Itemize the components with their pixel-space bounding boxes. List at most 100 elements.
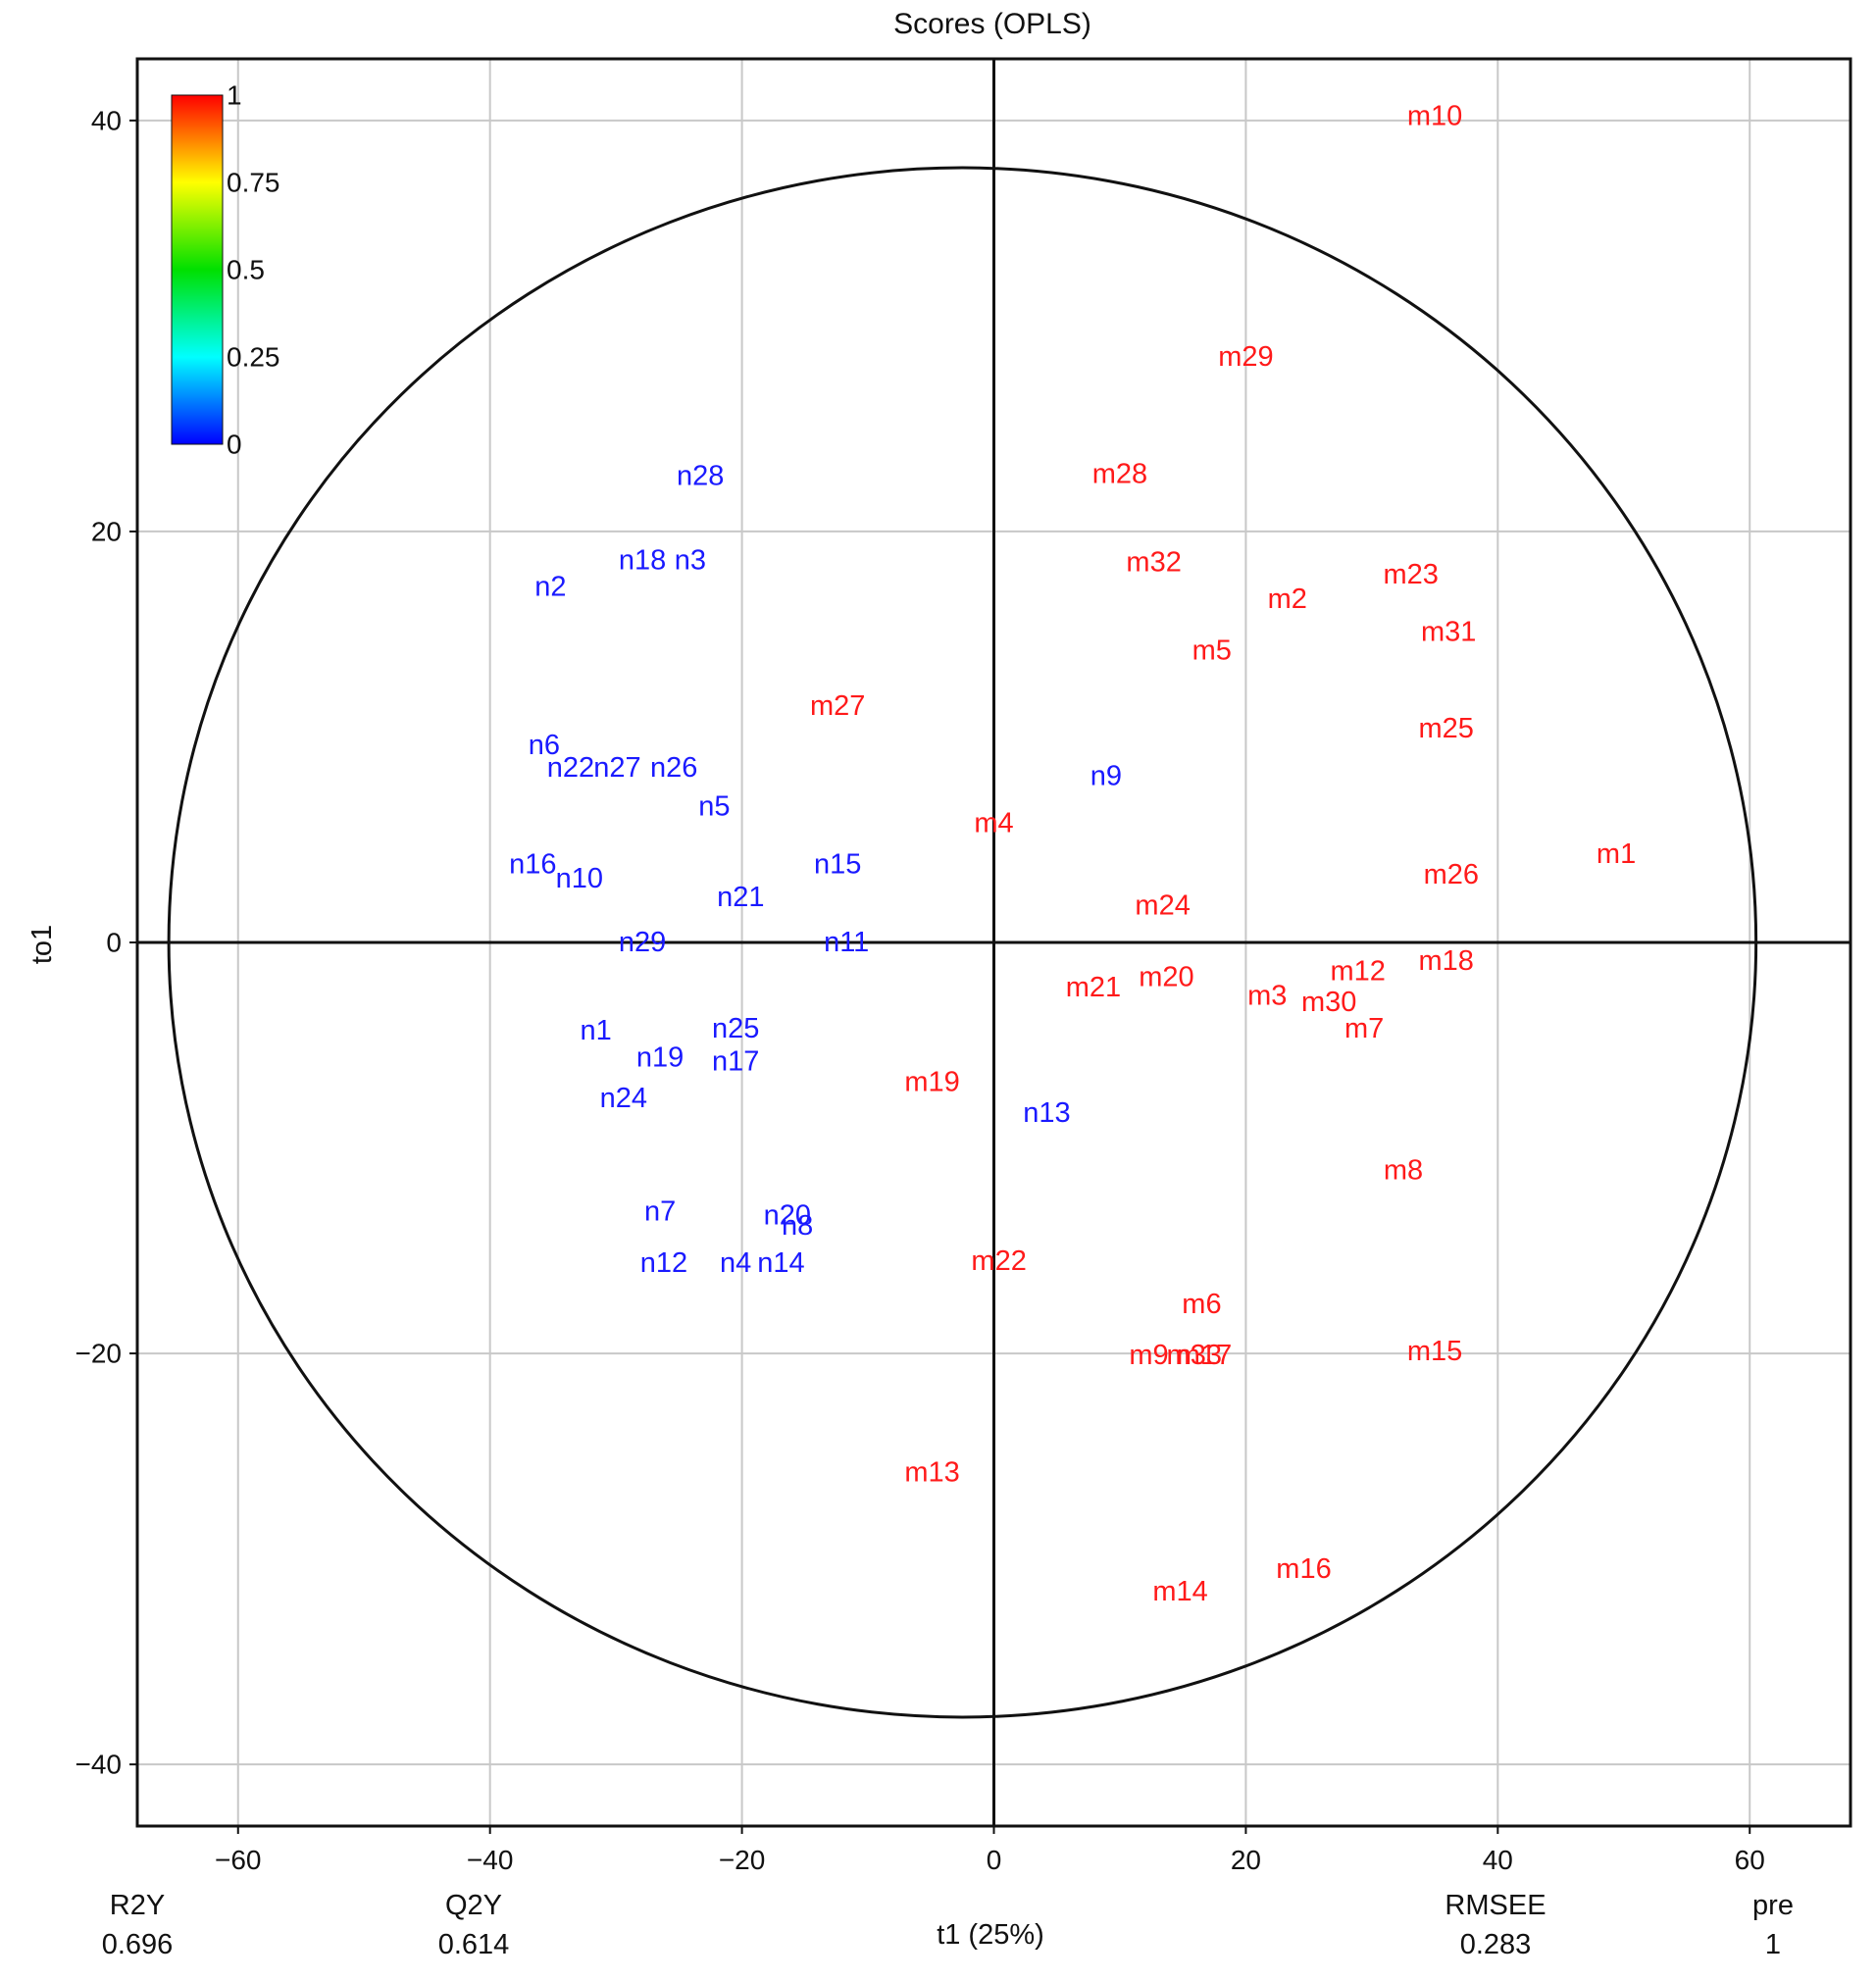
score-point-m21: m21 — [1066, 972, 1121, 1003]
score-point-n4: n4 — [720, 1247, 751, 1279]
stat-value: 0.283 — [1460, 1929, 1532, 1960]
score-point-m4: m4 — [974, 807, 1013, 838]
score-point-n7: n7 — [644, 1195, 676, 1227]
stat-name: pre — [1752, 1890, 1794, 1921]
colorbar-tick-label: 0 — [227, 430, 242, 460]
stat-name: RMSEE — [1445, 1890, 1546, 1921]
stat-value: 0.614 — [438, 1929, 510, 1960]
zero-lines — [137, 59, 1851, 1826]
score-point-n25: n25 — [712, 1013, 759, 1044]
y-tick-label: 20 — [91, 516, 122, 546]
y-axis-title: to1 — [26, 925, 58, 964]
score-point-m16: m16 — [1276, 1553, 1331, 1585]
score-point-n20: n20 — [764, 1200, 811, 1232]
colorbar-tick-label: 0.5 — [227, 255, 265, 285]
x-tick-label: 60 — [1735, 1845, 1765, 1875]
y-axis-ticks: −40 −20 0 20 40 — [76, 105, 137, 1780]
x-axis-title: t1 (25%) — [937, 1919, 1044, 1951]
score-point-n8: n8 — [782, 1210, 813, 1242]
score-point-n21: n21 — [717, 882, 764, 913]
score-point-m24: m24 — [1135, 889, 1190, 921]
score-point-n18: n18 — [619, 544, 666, 576]
score-point-n11: n11 — [824, 927, 869, 958]
score-point-m27: m27 — [810, 690, 865, 722]
score-point-m9: m9 — [1129, 1340, 1168, 1371]
score-point-n17: n17 — [712, 1046, 759, 1078]
score-point-m25: m25 — [1418, 713, 1473, 744]
stat-name: Q2Y — [445, 1890, 502, 1921]
score-point-n15: n15 — [814, 848, 861, 880]
score-point-m30: m30 — [1301, 987, 1356, 1018]
colorbar-labels: 1 0.75 0.5 0.25 0 — [227, 80, 280, 460]
score-point-n22: n22 — [547, 752, 594, 784]
y-tick-label: −40 — [76, 1750, 123, 1780]
stat-value: 0.696 — [102, 1929, 174, 1960]
score-point-n13: n13 — [1023, 1097, 1070, 1129]
score-point-m32: m32 — [1126, 546, 1181, 578]
score-point-n3: n3 — [675, 544, 706, 576]
score-point-n24: n24 — [600, 1083, 647, 1114]
x-tick-label: −60 — [215, 1845, 262, 1875]
score-point-m29: m29 — [1218, 341, 1273, 373]
score-point-m3: m3 — [1247, 980, 1287, 1011]
score-point-m31: m31 — [1421, 617, 1476, 648]
score-point-m2: m2 — [1268, 584, 1307, 615]
score-point-n2: n2 — [534, 572, 566, 603]
score-point-m19: m19 — [904, 1066, 959, 1097]
score-point-n29: n29 — [619, 927, 666, 958]
score-point-m17: m17 — [1177, 1340, 1232, 1371]
score-point-m8: m8 — [1384, 1155, 1423, 1187]
score-point-m10: m10 — [1407, 101, 1462, 132]
x-tick-label: 20 — [1231, 1845, 1261, 1875]
score-point-m20: m20 — [1139, 962, 1193, 993]
score-point-m6: m6 — [1182, 1289, 1221, 1320]
score-point-n5: n5 — [698, 791, 730, 823]
x-axis-ticks: −60 −40 −20 0 20 40 60 — [215, 1826, 1765, 1875]
x-tick-label: −20 — [719, 1845, 766, 1875]
score-point-m12: m12 — [1331, 955, 1386, 987]
score-point-n16: n16 — [509, 848, 556, 880]
score-point-n28: n28 — [677, 460, 724, 491]
y-tick-label: −20 — [76, 1339, 123, 1369]
y-tick-label: 0 — [106, 928, 122, 958]
hotelling-ellipse-group — [167, 166, 1758, 1719]
score-point-n1: n1 — [580, 1015, 611, 1046]
score-point-n6: n6 — [529, 730, 560, 761]
colorbar: 1 0.75 0.5 0.25 0 — [171, 80, 280, 460]
score-point-m1: m1 — [1597, 838, 1636, 870]
stat-name: R2Y — [110, 1890, 165, 1921]
score-point-m13: m13 — [904, 1457, 959, 1489]
chart-title: Scores (OPLS) — [893, 8, 1091, 40]
score-point-n12: n12 — [640, 1247, 687, 1279]
colorbar-tick-label: 0.75 — [227, 168, 280, 198]
score-point-m33: m33 — [1167, 1340, 1222, 1371]
hotelling-ellipse — [167, 166, 1758, 1719]
model-statistics: R2Y 0.696 Q2Y 0.614 RMSEE 0.283 pre 1 — [102, 1890, 1794, 1960]
score-point-m23: m23 — [1383, 559, 1438, 590]
score-point-m22: m22 — [971, 1245, 1026, 1277]
x-tick-label: −40 — [467, 1845, 514, 1875]
score-point-m5: m5 — [1192, 635, 1232, 666]
score-point-m14: m14 — [1152, 1576, 1207, 1607]
score-point-m28: m28 — [1092, 458, 1147, 489]
x-tick-label: 0 — [987, 1845, 1002, 1875]
score-point-m26: m26 — [1424, 859, 1479, 890]
score-point-n27: n27 — [593, 752, 640, 784]
score-points: m10 m29 m28 m32 m2 m23 m5 m31 m27 m25 m4 m1 m26 m24 m1… — [509, 101, 1636, 1607]
score-point-m18: m18 — [1418, 945, 1473, 977]
colorbar-tick-label: 1 — [227, 80, 242, 111]
score-point-n26: n26 — [650, 752, 697, 784]
colorbar-gradient — [171, 94, 224, 445]
y-tick-label: 40 — [91, 105, 122, 135]
score-point-m7: m7 — [1344, 1013, 1384, 1044]
score-point-n19: n19 — [636, 1041, 684, 1073]
score-point-m15: m15 — [1407, 1336, 1462, 1367]
stat-value: 1 — [1765, 1929, 1781, 1960]
score-point-n9: n9 — [1090, 760, 1122, 791]
score-point-n10: n10 — [556, 863, 603, 894]
colorbar-tick-label: 0.25 — [227, 342, 280, 373]
score-point-n14: n14 — [757, 1247, 804, 1279]
x-tick-label: 40 — [1483, 1845, 1513, 1875]
